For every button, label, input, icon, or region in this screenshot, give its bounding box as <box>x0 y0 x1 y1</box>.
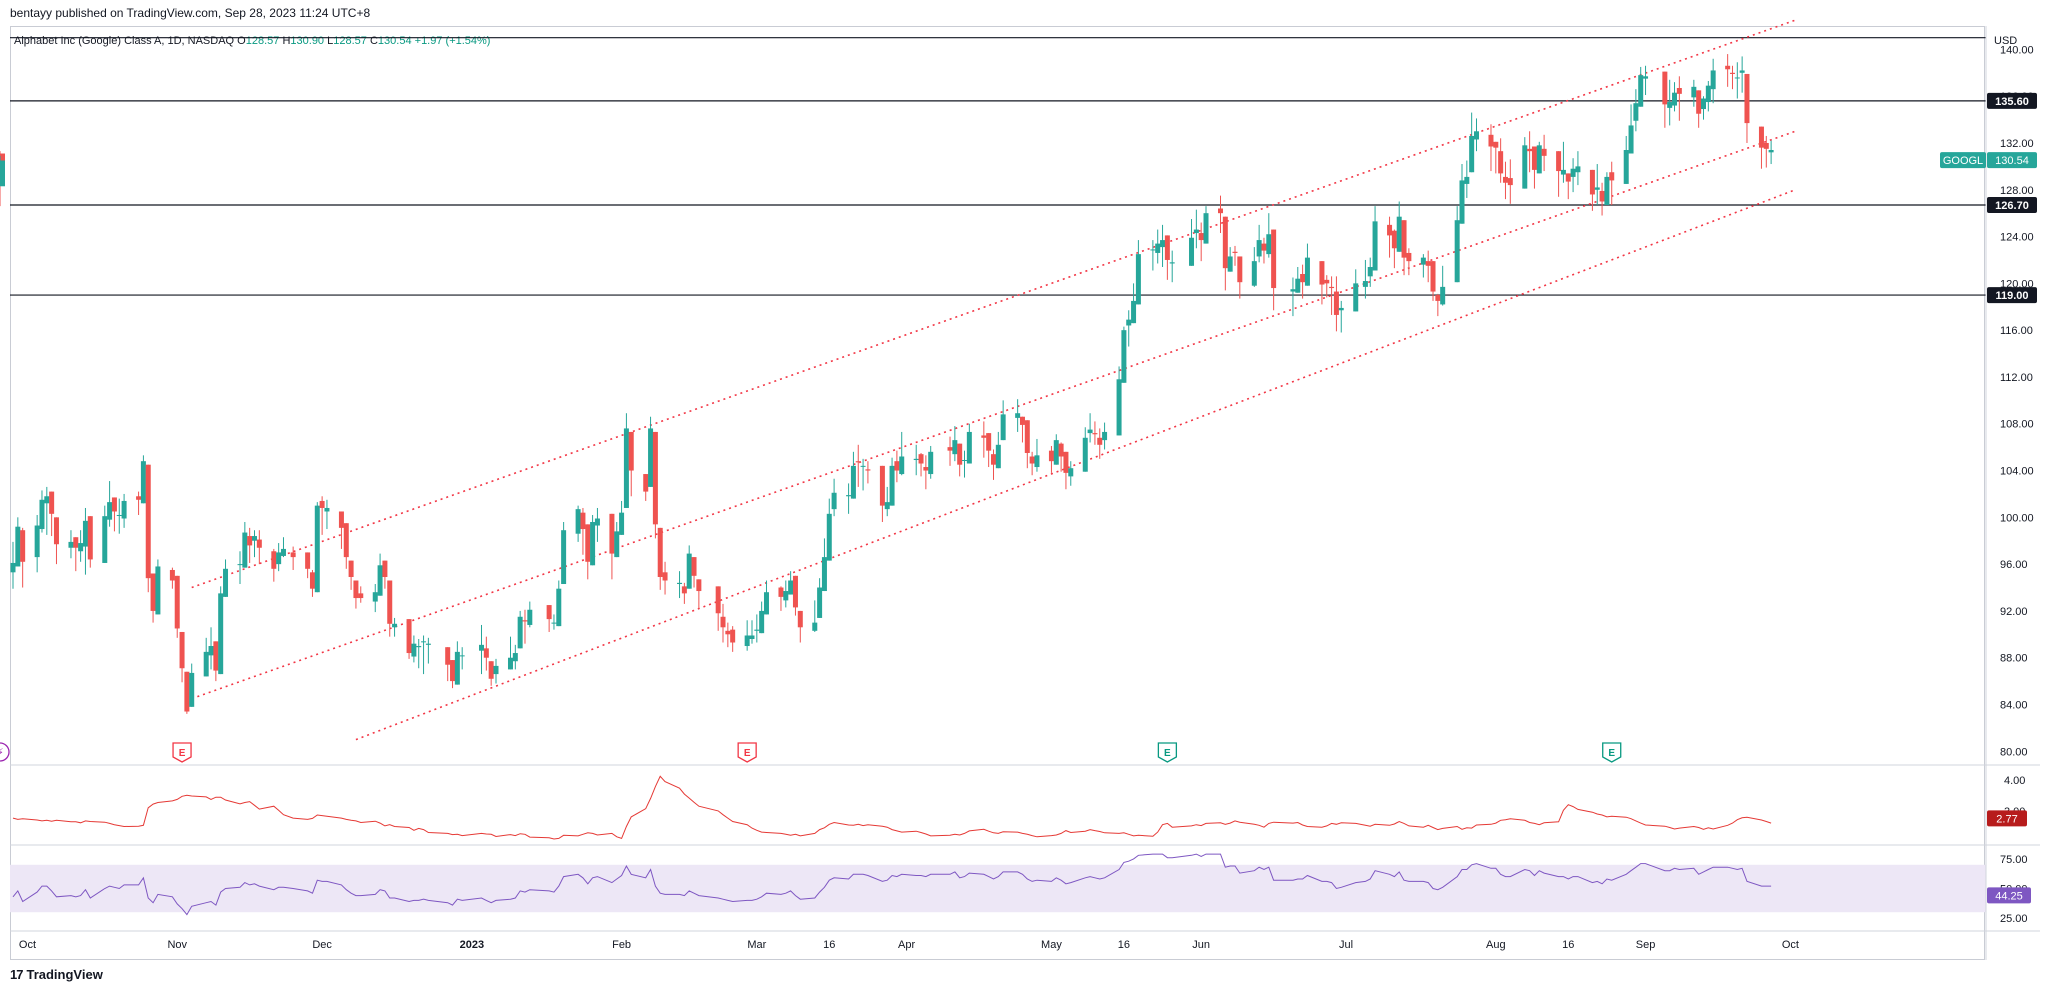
level-label-bg <box>1987 196 2037 213</box>
last-price-bg <box>1987 152 2037 169</box>
candle <box>0 155 5 187</box>
candle-body <box>0 153 5 166</box>
price-tick-label: 104.00 <box>2000 466 2034 478</box>
price-tick-label: 96.00 <box>2000 559 2028 571</box>
price-tick-label: 80.00 <box>2000 746 2028 758</box>
open-value: 128.57 <box>245 35 280 47</box>
price-tick-label: 84.00 <box>2000 700 2028 712</box>
chart-frame <box>10 26 1985 960</box>
price-tick-label: 136.00 <box>2000 91 2034 103</box>
lightning-icon-circle <box>0 742 10 762</box>
candle-body <box>0 160 5 183</box>
symbol-name: Alphabet Inc (Google) Class A, 1D, NASDA… <box>14 35 235 47</box>
price-tick-label: 88.00 <box>2000 653 2028 665</box>
open-label: O <box>237 35 246 47</box>
level-label-bg <box>1987 287 2037 304</box>
price-tick-label: 108.00 <box>2000 419 2034 431</box>
close-label: C <box>369 35 378 47</box>
level-label: 119.00 <box>1995 290 2028 302</box>
price-tick-label: 100.00 <box>2000 512 2034 524</box>
currency-label[interactable]: USD <box>1994 35 2018 47</box>
candle-body <box>0 160 5 187</box>
publisher-line: bentayy published on TradingView.com, Se… <box>10 6 371 20</box>
price-tick-label: 92.00 <box>2000 606 2028 618</box>
rsi-tick-label: 25.00 <box>2000 913 2028 925</box>
rsi-tick-label: 50.00 <box>2000 884 2028 896</box>
low-value: 128.57 <box>333 35 367 47</box>
change-value: +1.97 (+1.54%) <box>414 35 491 47</box>
last-price-label: 130.54 <box>1995 155 2029 167</box>
atr-last-bg <box>1987 810 2027 827</box>
atr-last-label: 2.77 <box>1996 813 2017 825</box>
price-tick-label: 112.00 <box>2000 372 2033 384</box>
price-tick-label: 132.00 <box>2000 138 2034 150</box>
tradingview-logo[interactable]: 17 TradingView <box>10 967 103 982</box>
rsi-last-label: 44.25 <box>1995 890 2023 902</box>
lightning-icon: ⚡ <box>0 742 10 762</box>
price-tick-label: 124.00 <box>2000 232 2034 244</box>
symbol-legend[interactable]: Alphabet Inc (Google) Class A, 1D, NASDA… <box>14 35 490 47</box>
price-tick-label: 116.00 <box>2000 325 2033 337</box>
tradingview-brand: TradingView <box>26 967 103 982</box>
atr-tick-label: 3.00 <box>2004 806 2025 818</box>
high-value: 130.90 <box>290 35 325 47</box>
price-tick-label: 128.00 <box>2000 185 2034 197</box>
level-label-bg <box>1987 92 2037 109</box>
level-label: 126.70 <box>1995 200 2029 212</box>
candle <box>0 151 5 190</box>
candle <box>0 160 5 207</box>
close-value: 130.54 <box>377 35 412 47</box>
rsi-tick-label: 75.00 <box>2000 854 2028 866</box>
rsi-last-bg <box>1987 887 2031 904</box>
lightning-icon-glyph: ⚡ <box>0 747 4 759</box>
atr-tick-label: 4.00 <box>2004 775 2025 787</box>
price-tick-label: 120.00 <box>2000 278 2034 290</box>
level-label: 135.60 <box>1995 96 2029 108</box>
tradingview-mark-icon: 17 <box>10 967 24 982</box>
